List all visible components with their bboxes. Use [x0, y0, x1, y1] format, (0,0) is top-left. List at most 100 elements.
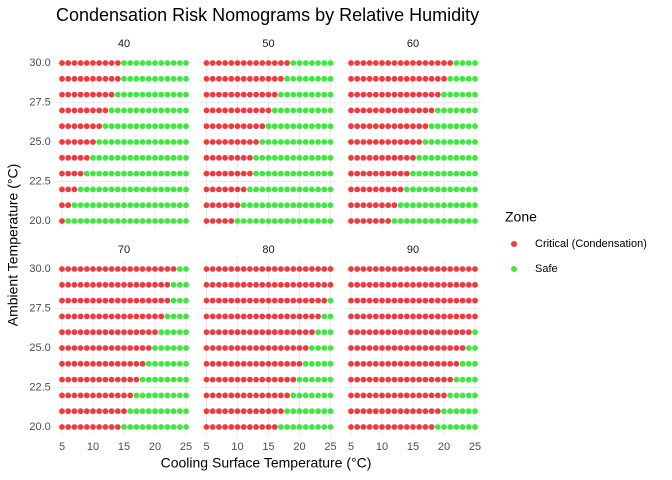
point [127, 154, 134, 161]
point [309, 376, 315, 383]
point [83, 266, 90, 272]
point [127, 170, 134, 177]
point [71, 392, 78, 399]
point [265, 376, 272, 383]
point [152, 360, 158, 367]
point [127, 91, 134, 98]
point [259, 392, 266, 399]
point [247, 202, 253, 209]
point [366, 360, 373, 367]
point [127, 392, 134, 399]
point [441, 107, 447, 114]
point [397, 329, 404, 336]
point [228, 91, 235, 98]
point [139, 123, 146, 130]
point [209, 75, 216, 82]
point [265, 202, 272, 209]
point [240, 218, 247, 224]
point [158, 170, 165, 177]
point [465, 281, 472, 288]
point [102, 408, 109, 415]
point [453, 376, 460, 383]
point [183, 75, 189, 82]
x-tick-label: 10 [231, 441, 243, 453]
point [315, 154, 321, 161]
point [176, 360, 183, 367]
point [309, 75, 315, 82]
point [164, 392, 171, 399]
point [296, 392, 303, 399]
point [290, 123, 297, 130]
point [403, 266, 410, 272]
point [372, 186, 379, 193]
point [434, 170, 441, 177]
point [203, 75, 210, 82]
point [253, 297, 259, 304]
point [133, 139, 140, 145]
point [348, 424, 354, 430]
point [108, 313, 115, 320]
point [447, 154, 454, 161]
point [114, 392, 121, 399]
point [441, 75, 447, 82]
point [416, 297, 423, 304]
point [127, 202, 134, 209]
point [102, 218, 109, 224]
point [403, 186, 410, 193]
point [391, 123, 398, 130]
point [447, 297, 454, 304]
point [247, 75, 253, 82]
point [403, 392, 410, 399]
point [360, 345, 367, 351]
point [410, 91, 416, 98]
point [83, 170, 90, 177]
point [170, 123, 177, 130]
point [379, 75, 385, 82]
point [354, 376, 361, 383]
point [403, 170, 410, 177]
point [465, 186, 472, 193]
point [65, 186, 72, 193]
point [434, 91, 441, 98]
point [385, 313, 392, 320]
point [203, 392, 210, 399]
point [315, 376, 321, 383]
point [366, 154, 373, 161]
point [309, 107, 315, 114]
point [139, 266, 146, 272]
point [203, 170, 210, 177]
point [240, 60, 247, 66]
point [315, 139, 321, 145]
point [102, 75, 109, 82]
point [315, 408, 321, 415]
point [315, 345, 321, 351]
point [209, 60, 216, 66]
point [416, 281, 423, 288]
point [222, 218, 229, 224]
point [422, 123, 429, 130]
point [240, 281, 247, 288]
point [158, 345, 165, 351]
point [271, 345, 278, 351]
point [366, 392, 373, 399]
point [271, 202, 278, 209]
point [176, 60, 183, 66]
point [302, 139, 309, 145]
point [234, 75, 241, 82]
point [366, 123, 373, 130]
point [327, 218, 334, 224]
point [354, 281, 361, 288]
point [391, 408, 398, 415]
point [240, 91, 247, 98]
point [434, 60, 441, 66]
point [247, 329, 253, 336]
point [447, 360, 454, 367]
point [77, 170, 84, 177]
point [83, 313, 90, 320]
point [441, 60, 447, 66]
point [96, 202, 103, 209]
point [410, 123, 416, 130]
point [428, 297, 435, 304]
x-tick-label: 20 [438, 441, 450, 453]
point [472, 139, 478, 145]
